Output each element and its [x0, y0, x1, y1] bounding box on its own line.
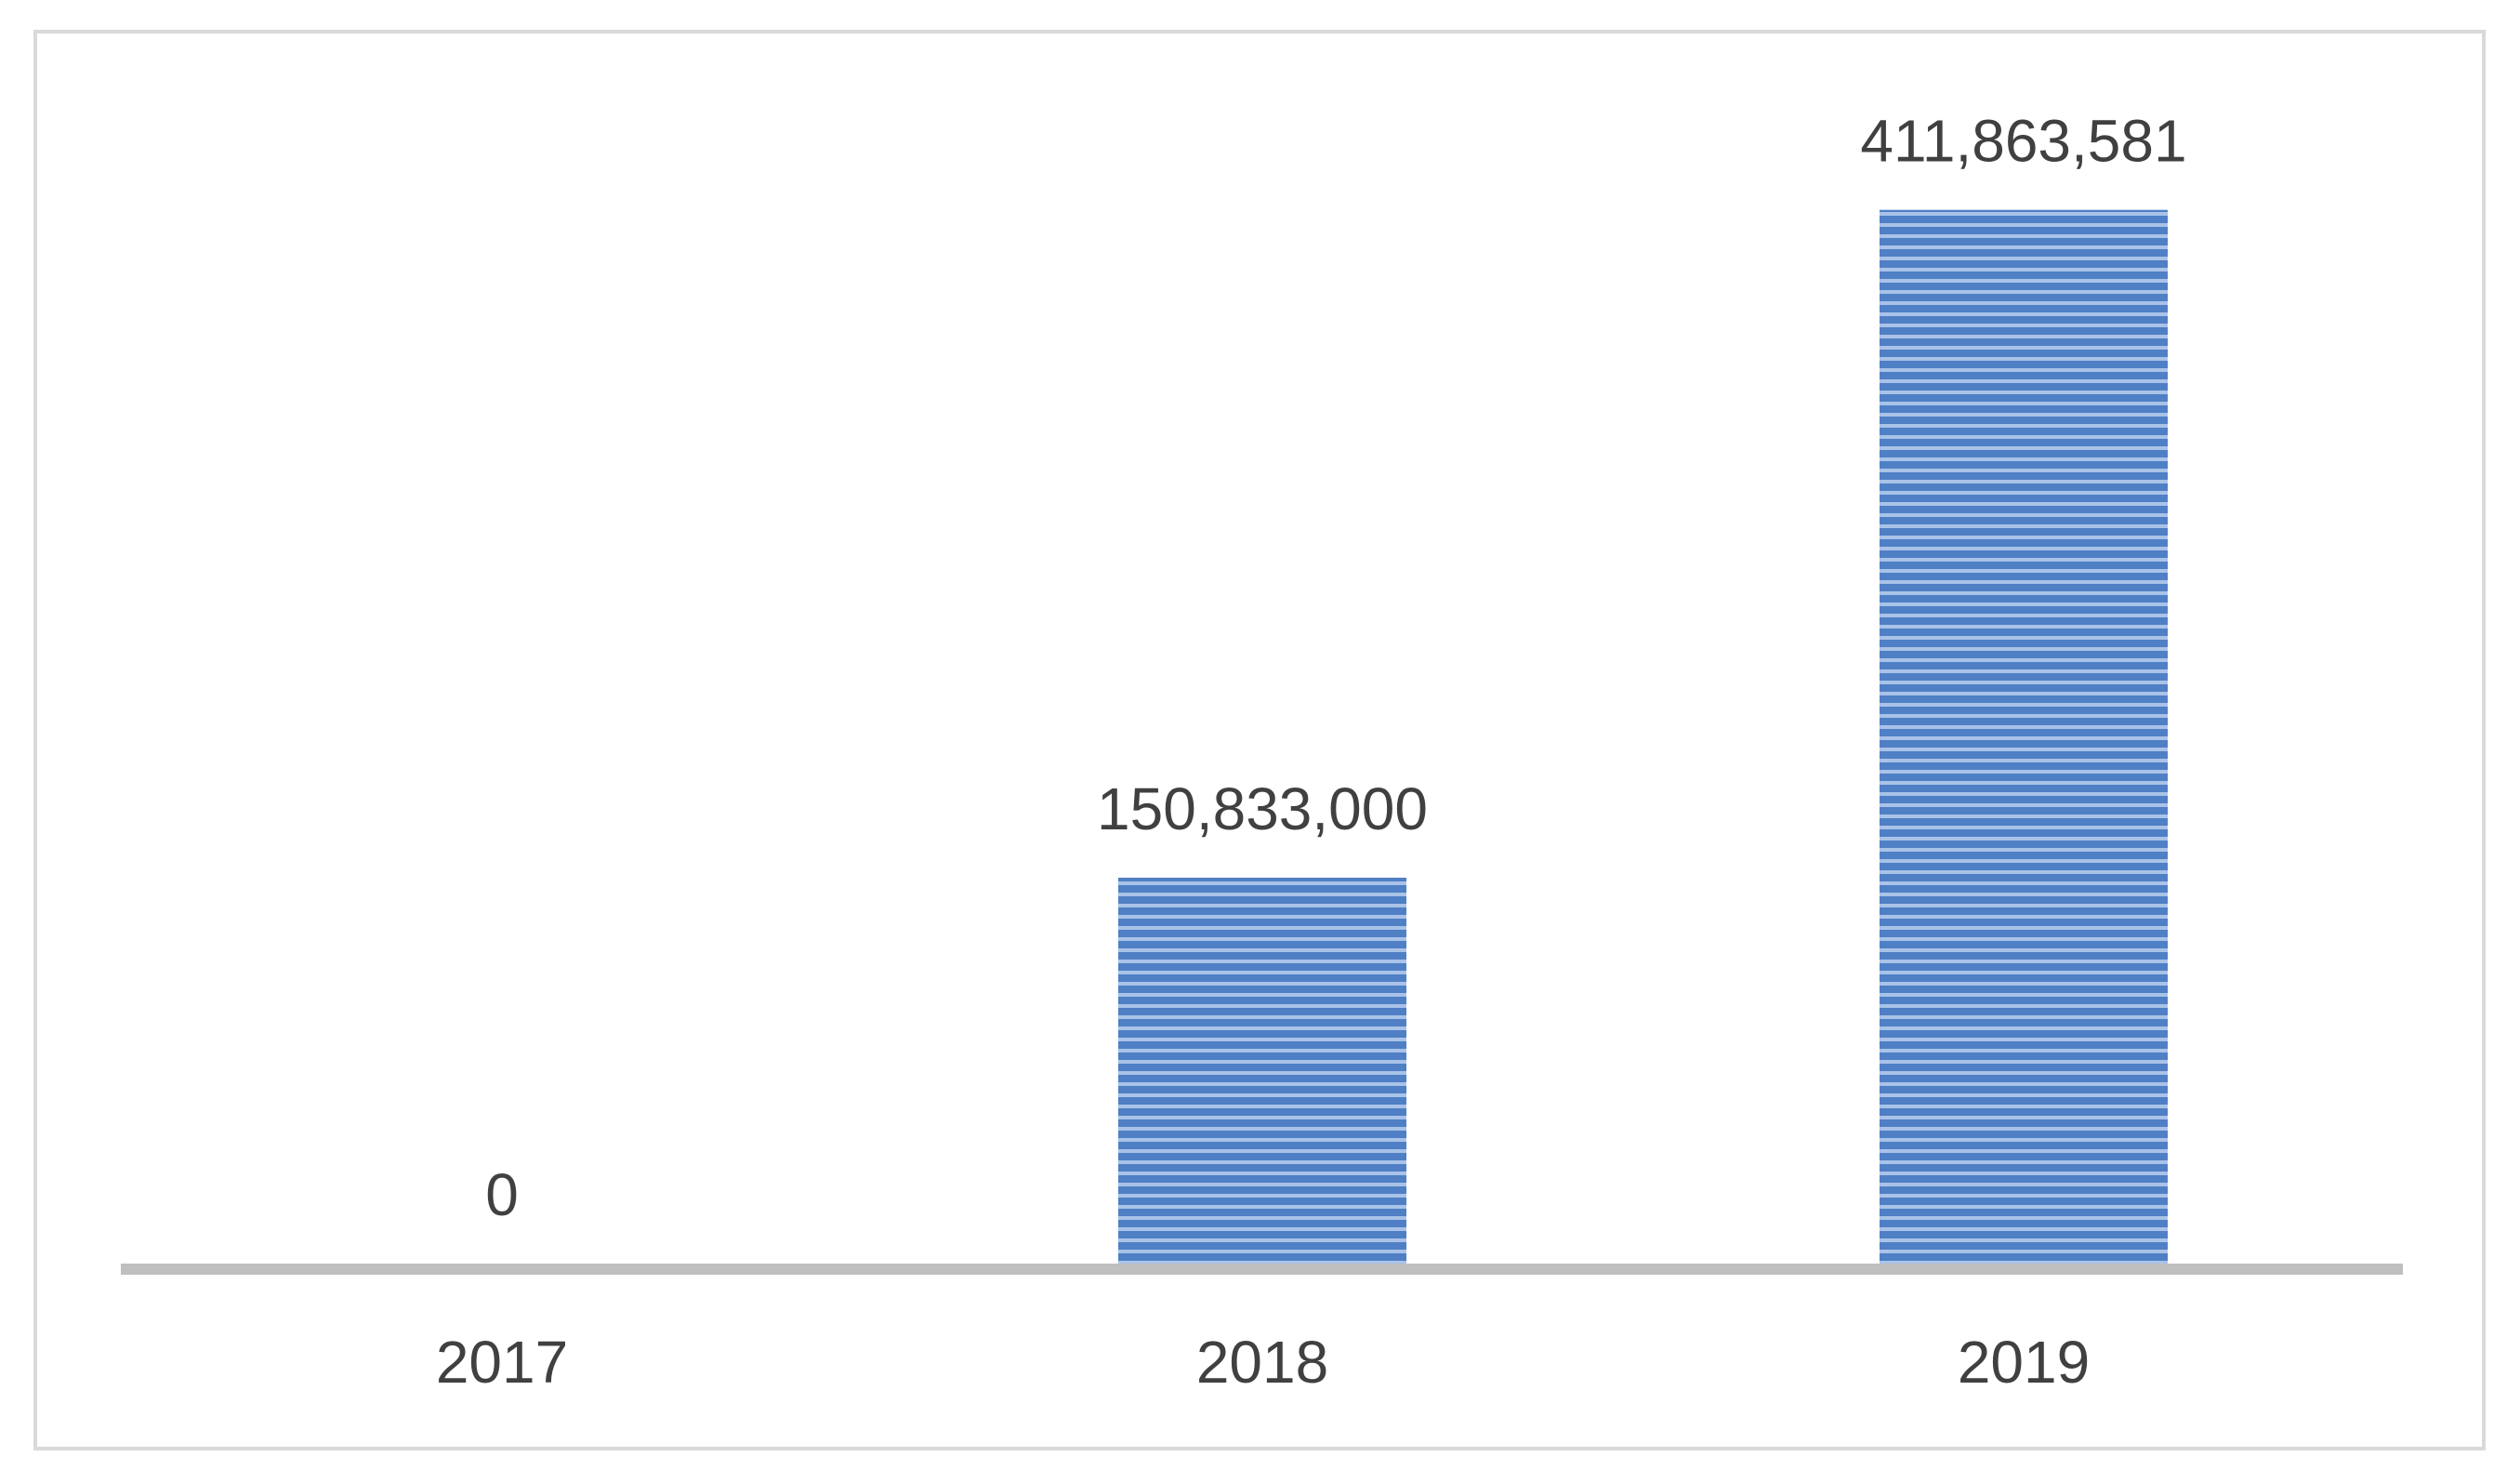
labels-layer: 0 2017 150,833,000 2018 411,863,581 2019: [436, 108, 2187, 1396]
data-label-2017: 0: [485, 1161, 519, 1228]
x-tick-label-2019: 2019: [1958, 1329, 2090, 1396]
data-label-2018: 150,833,000: [1097, 775, 1428, 842]
x-tick-label-2017: 2017: [436, 1329, 568, 1396]
bar-2018: [1118, 877, 1406, 1264]
bars-layer: [1118, 209, 2168, 1264]
data-label-2019: 411,863,581: [1860, 108, 2186, 175]
x-tick-label-2018: 2018: [1196, 1329, 1328, 1396]
bar-2019: [1880, 209, 2168, 1264]
